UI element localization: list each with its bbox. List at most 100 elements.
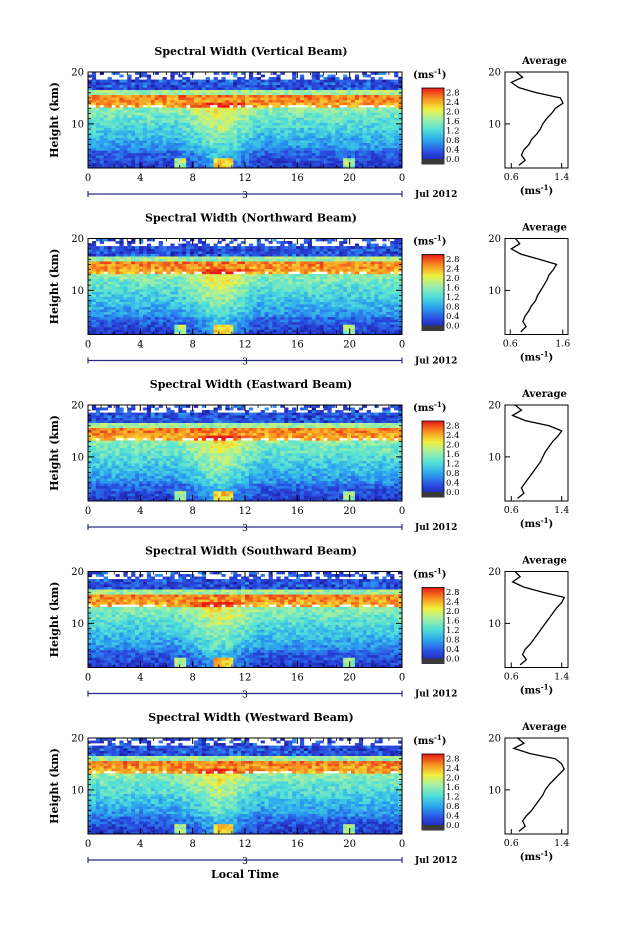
heatmap-cell: [366, 130, 371, 133]
heatmap-cell: [241, 309, 246, 313]
heatmap-cell: [95, 286, 101, 290]
heatmap-cell: [268, 150, 273, 154]
y-tick-label: 10: [71, 119, 84, 130]
heatmap-cell: [268, 331, 273, 335]
heatmap-cell: [319, 281, 324, 285]
heatmap-cell: [288, 145, 293, 149]
heatmap-cell: [162, 137, 167, 141]
heatmap-cell: [225, 84, 230, 88]
heatmap-cell: [284, 291, 289, 295]
heatmap-cell: [390, 319, 395, 323]
heatmap-cell: [127, 271, 132, 275]
heatmap-cell: [139, 102, 144, 106]
heatmap-cell: [248, 79, 254, 83]
heatmap-cell: [178, 122, 183, 126]
heatmap-cell: [213, 326, 218, 330]
heatmap-cell: [201, 289, 207, 292]
heatmap-cell: [264, 99, 269, 103]
heatmap-cell: [386, 319, 391, 323]
heatmap-cell: [241, 324, 246, 328]
heatmap-cell: [119, 301, 124, 305]
heatmap-cell: [241, 99, 246, 103]
heatmap-cell: [174, 130, 179, 133]
heatmap-cell: [296, 109, 301, 113]
heatmap-cell: [241, 82, 246, 85]
colorbar-tick-label: 2.4: [446, 98, 460, 108]
heatmap-cell: [347, 157, 352, 161]
heatmap-cell: [91, 89, 97, 93]
heatmap-cell: [146, 135, 152, 138]
heatmap-cell: [319, 316, 324, 320]
heatmap-cell: [276, 299, 281, 302]
heatmap-cell: [221, 130, 226, 133]
heatmap-cell: [260, 321, 265, 325]
heatmap-cell: [201, 114, 207, 118]
heatmap-cell: [280, 273, 285, 277]
heatmap-cell: [248, 132, 254, 136]
heatmap-cell: [209, 309, 214, 313]
heatmap-cell: [390, 79, 395, 83]
heatmap-cell: [123, 306, 128, 310]
heatmap-cell: [268, 114, 273, 118]
average-x-tick-label: 0.6: [504, 172, 519, 183]
heatmap-cell: [178, 84, 183, 88]
heatmap-cell: [107, 278, 112, 282]
heatmap-cell: [284, 82, 289, 85]
heatmap-cell: [288, 155, 293, 159]
heatmap-cell: [398, 155, 403, 159]
heatmap-cell: [99, 162, 104, 166]
heatmap-cell: [252, 137, 258, 141]
heatmap-cell: [390, 125, 395, 128]
heatmap-cell: [299, 94, 305, 98]
heatmap-cell: [347, 89, 352, 93]
heatmap-cell: [394, 74, 399, 78]
beam-panel: Spectral Width (Vertical Beam)1020Height…: [48, 45, 569, 201]
heatmap-cell: [111, 152, 116, 156]
heatmap-cell: [354, 87, 360, 90]
heatmap-cell: [103, 157, 108, 161]
heatmap-cell: [241, 296, 246, 300]
heatmap-cell: [323, 286, 328, 290]
heatmap-cell: [95, 301, 101, 305]
heatmap-cell: [115, 160, 120, 164]
heatmap-cell: [272, 314, 277, 318]
heatmap-cell: [233, 150, 238, 154]
heatmap-cell: [323, 326, 328, 330]
heatmap-cell: [347, 316, 352, 320]
heatmap-cell: [209, 278, 214, 282]
heatmap-cell: [115, 329, 120, 333]
heatmap-cell: [260, 99, 265, 103]
heatmap-cell: [139, 84, 144, 88]
heatmap-cell: [370, 296, 375, 300]
panel-title: Spectral Width (Vertical Beam): [154, 45, 347, 58]
heatmap-cell: [237, 102, 242, 106]
heatmap-cell: [370, 289, 375, 292]
heatmap-cell: [350, 132, 356, 136]
heatmap-cell: [358, 281, 364, 285]
heatmap-cell: [229, 309, 234, 313]
heatmap-cell: [378, 165, 383, 169]
heatmap-cell: [111, 84, 116, 88]
heatmap-cell: [88, 165, 93, 169]
heatmap-cell: [323, 278, 328, 282]
heatmap-cell: [299, 142, 305, 146]
heatmap-cell: [350, 289, 356, 292]
heatmap-cell: [315, 132, 320, 136]
heatmap-cell: [162, 155, 167, 159]
heatmap-cell: [186, 301, 191, 305]
heatmap-cell: [386, 94, 391, 98]
heatmap-cell: [331, 319, 336, 323]
heatmap-cell: [146, 278, 152, 282]
heatmap-cell: [107, 165, 112, 169]
heatmap-cell: [142, 157, 148, 161]
heatmap-cell: [139, 130, 144, 133]
heatmap-cell: [241, 147, 246, 151]
heatmap-cell: [276, 321, 281, 325]
heatmap-cell: [209, 283, 214, 287]
heatmap-cell: [245, 281, 250, 285]
heatmap-cell: [339, 311, 344, 315]
heatmap-cell: [248, 273, 254, 277]
heatmap-cell: [127, 112, 132, 116]
heatmap-cell: [91, 276, 97, 280]
heatmap-cell: [197, 319, 203, 323]
